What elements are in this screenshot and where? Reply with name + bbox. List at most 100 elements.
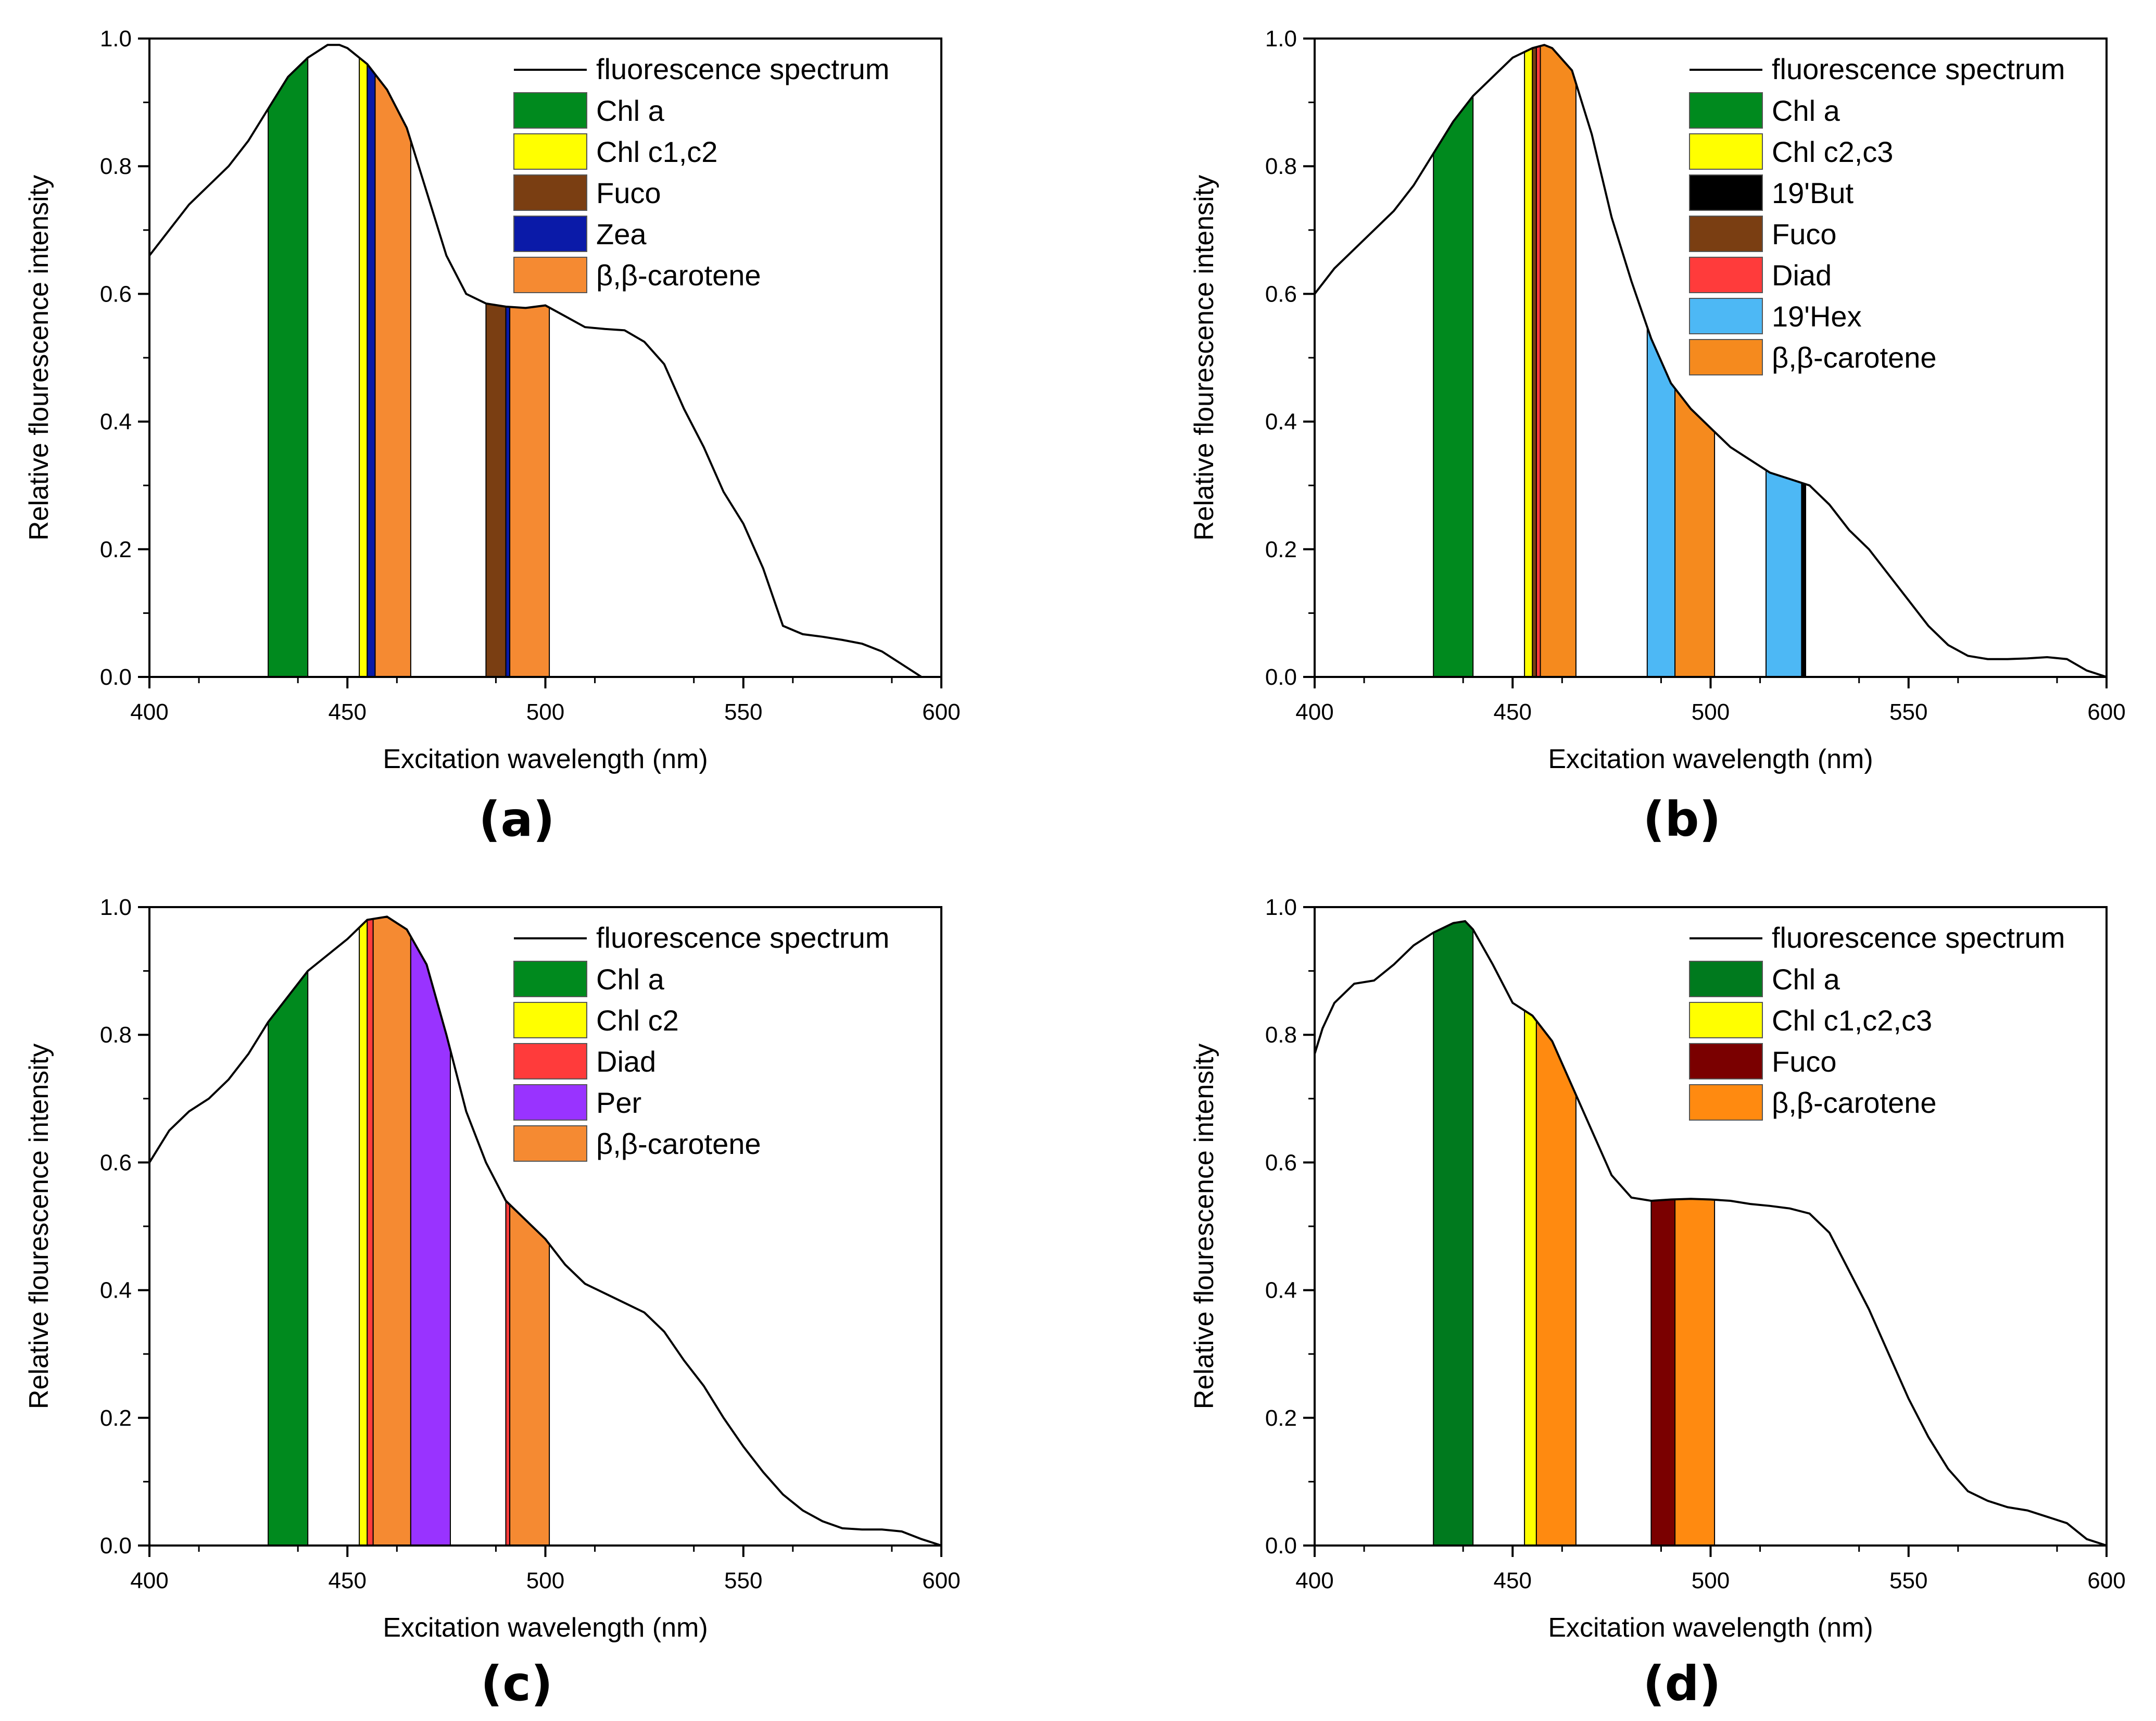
x-tick-label: 600: [922, 1568, 960, 1593]
legend-swatch: [513, 257, 587, 293]
band-fuco-3: [1650, 1199, 1676, 1546]
x-axis-title: Excitation wavelength (nm): [383, 744, 708, 774]
legend-label: fluorescence spectrum: [596, 921, 889, 954]
y-tick-label: 0.6: [100, 281, 132, 307]
panel-label: (c): [481, 1656, 553, 1712]
legend-swatch: [513, 1084, 587, 1121]
y-tick-label: 0.0: [1265, 1533, 1297, 1559]
x-tick-label: 500: [526, 699, 564, 725]
band-diad-3: [1535, 45, 1541, 677]
y-tick-label: 0.8: [1265, 154, 1297, 179]
y-tick-label: 0.8: [100, 154, 132, 179]
legend-label: Chl c2: [596, 1004, 679, 1037]
legend-label: Chl c2,c3: [1772, 135, 1893, 168]
y-tick-label: 0.4: [1265, 1278, 1297, 1303]
band-19-hex-7: [1766, 469, 1802, 677]
x-axis-title: Excitation wavelength (nm): [383, 1613, 708, 1643]
y-tick-label: 0.2: [100, 1405, 132, 1431]
legend: fluorescence spectrum Chl a Chl c1,c2 Fuco Z…: [513, 53, 889, 293]
chart-panel-a: 400 450 500 550 600 0.0 0.2 0.4 0.6 0.8 1.0 Excitat…: [24, 26, 961, 847]
legend-label: fluorescence spectrum: [596, 53, 889, 85]
band-chl-a-0: [268, 969, 309, 1546]
legend-label: β,β-carotene: [1772, 1086, 1937, 1119]
band-zea-2: [367, 62, 376, 677]
spectrum-line: [148, 915, 942, 1547]
y-tick-label: 0.6: [1265, 1150, 1297, 1175]
y-tick-label: 0.4: [100, 409, 132, 435]
legend-label: Chl a: [1772, 963, 1840, 996]
spectrum-line: [148, 44, 941, 678]
band-19-but-8: [1801, 482, 1806, 677]
band--carotene-3: [374, 72, 411, 677]
y-tick-label: 0.4: [1265, 409, 1297, 435]
legend-label: Diad: [1772, 259, 1832, 292]
legend-label: Chl c1,c2: [596, 135, 717, 168]
y-tick-label: 0.2: [1265, 1405, 1297, 1431]
legend-swatch: [1689, 298, 1763, 334]
x-tick-label: 400: [130, 699, 168, 725]
legend-label: Diad: [596, 1045, 656, 1078]
legend-swatch: [1689, 257, 1763, 293]
legend-label: fluorescence spectrum: [1772, 921, 2065, 954]
legend-label: Chl a: [596, 963, 665, 996]
y-tick-label: 0.6: [100, 1150, 132, 1175]
legend: fluorescence spectrum Chl a Chl c2,c3 19'Bu…: [1689, 53, 2065, 375]
y-tick-label: 0.0: [100, 1533, 132, 1559]
legend: fluorescence spectrum Chl a Chl c1,c2,c3 Fu…: [1689, 921, 2065, 1121]
band-chl-a-0: [268, 56, 309, 677]
band-fuco-2: [1532, 46, 1537, 677]
x-tick-label: 450: [329, 1568, 367, 1593]
band--carotene-6: [1674, 386, 1716, 677]
legend-swatch: [1689, 1002, 1763, 1038]
legend-swatch: [513, 1043, 587, 1079]
band--carotene-6: [509, 305, 550, 677]
band--carotene-4: [1540, 44, 1577, 677]
x-tick-label: 550: [724, 699, 762, 725]
x-tick-label: 400: [1295, 1568, 1333, 1593]
band--carotene-3: [372, 916, 411, 1546]
spectrum-line: [1314, 44, 2107, 678]
x-tick-label: 450: [329, 699, 367, 725]
x-tick-label: 500: [1692, 699, 1730, 725]
legend-label: Zea: [596, 218, 647, 250]
x-tick-label: 400: [130, 1568, 168, 1593]
y-tick-label: 0.0: [100, 664, 132, 690]
legend-label: 19'Hex: [1772, 300, 1862, 333]
panel-label: (b): [1643, 792, 1721, 847]
y-tick-label: 0.8: [1265, 1022, 1297, 1048]
chart-panel-c: 400 450 500 550 600 0.0 0.2 0.4 0.6 0.8 1.0 Excitat…: [24, 895, 961, 1712]
band-zea-5: [505, 306, 511, 677]
x-tick-label: 500: [526, 1568, 564, 1593]
legend-label: β,β-carotene: [1772, 341, 1937, 374]
y-tick-label: 1.0: [100, 895, 132, 920]
legend-swatch: [513, 961, 587, 997]
legend-swatch: [513, 174, 587, 211]
x-tick-label: 400: [1295, 699, 1333, 725]
x-axis-title: Excitation wavelength (nm): [1548, 744, 1873, 774]
legend-label: Fuco: [596, 177, 661, 209]
x-tick-label: 500: [1692, 1568, 1730, 1593]
y-tick-label: 0.8: [100, 1022, 132, 1048]
legend-label: 19'But: [1772, 177, 1854, 209]
y-axis-title: Relative flourescence intensity: [1189, 1044, 1219, 1409]
chart-panel-d: 400 450 500 550 600 0.0 0.2 0.4 0.6 0.8 1.0 Excitat…: [1189, 895, 2126, 1712]
y-axis-title: Relative flourescence intensity: [1189, 175, 1219, 541]
y-tick-label: 0.2: [1265, 537, 1297, 562]
legend-label: Chl c1,c2,c3: [1772, 1004, 1932, 1037]
y-tick-label: 0.2: [100, 537, 132, 562]
band-fuco-4: [485, 303, 507, 677]
band-chl-c1-c2-1: [359, 56, 368, 677]
legend-swatch: [1689, 961, 1763, 997]
legend-label: Chl a: [596, 94, 665, 127]
y-axis-title: Relative flourescence intensity: [24, 1044, 54, 1409]
x-axis-title: Excitation wavelength (nm): [1548, 1613, 1873, 1643]
x-tick-label: 550: [724, 1568, 762, 1593]
panel-label: (a): [478, 792, 554, 847]
legend-swatch: [1689, 216, 1763, 252]
band-chl-c2-c3-1: [1524, 47, 1533, 677]
band-chl-c1-c2-c3-1: [1524, 1009, 1537, 1546]
x-tick-label: 450: [1494, 1568, 1532, 1593]
legend-swatch: [1689, 174, 1763, 211]
band-diad-5: [505, 1199, 511, 1546]
